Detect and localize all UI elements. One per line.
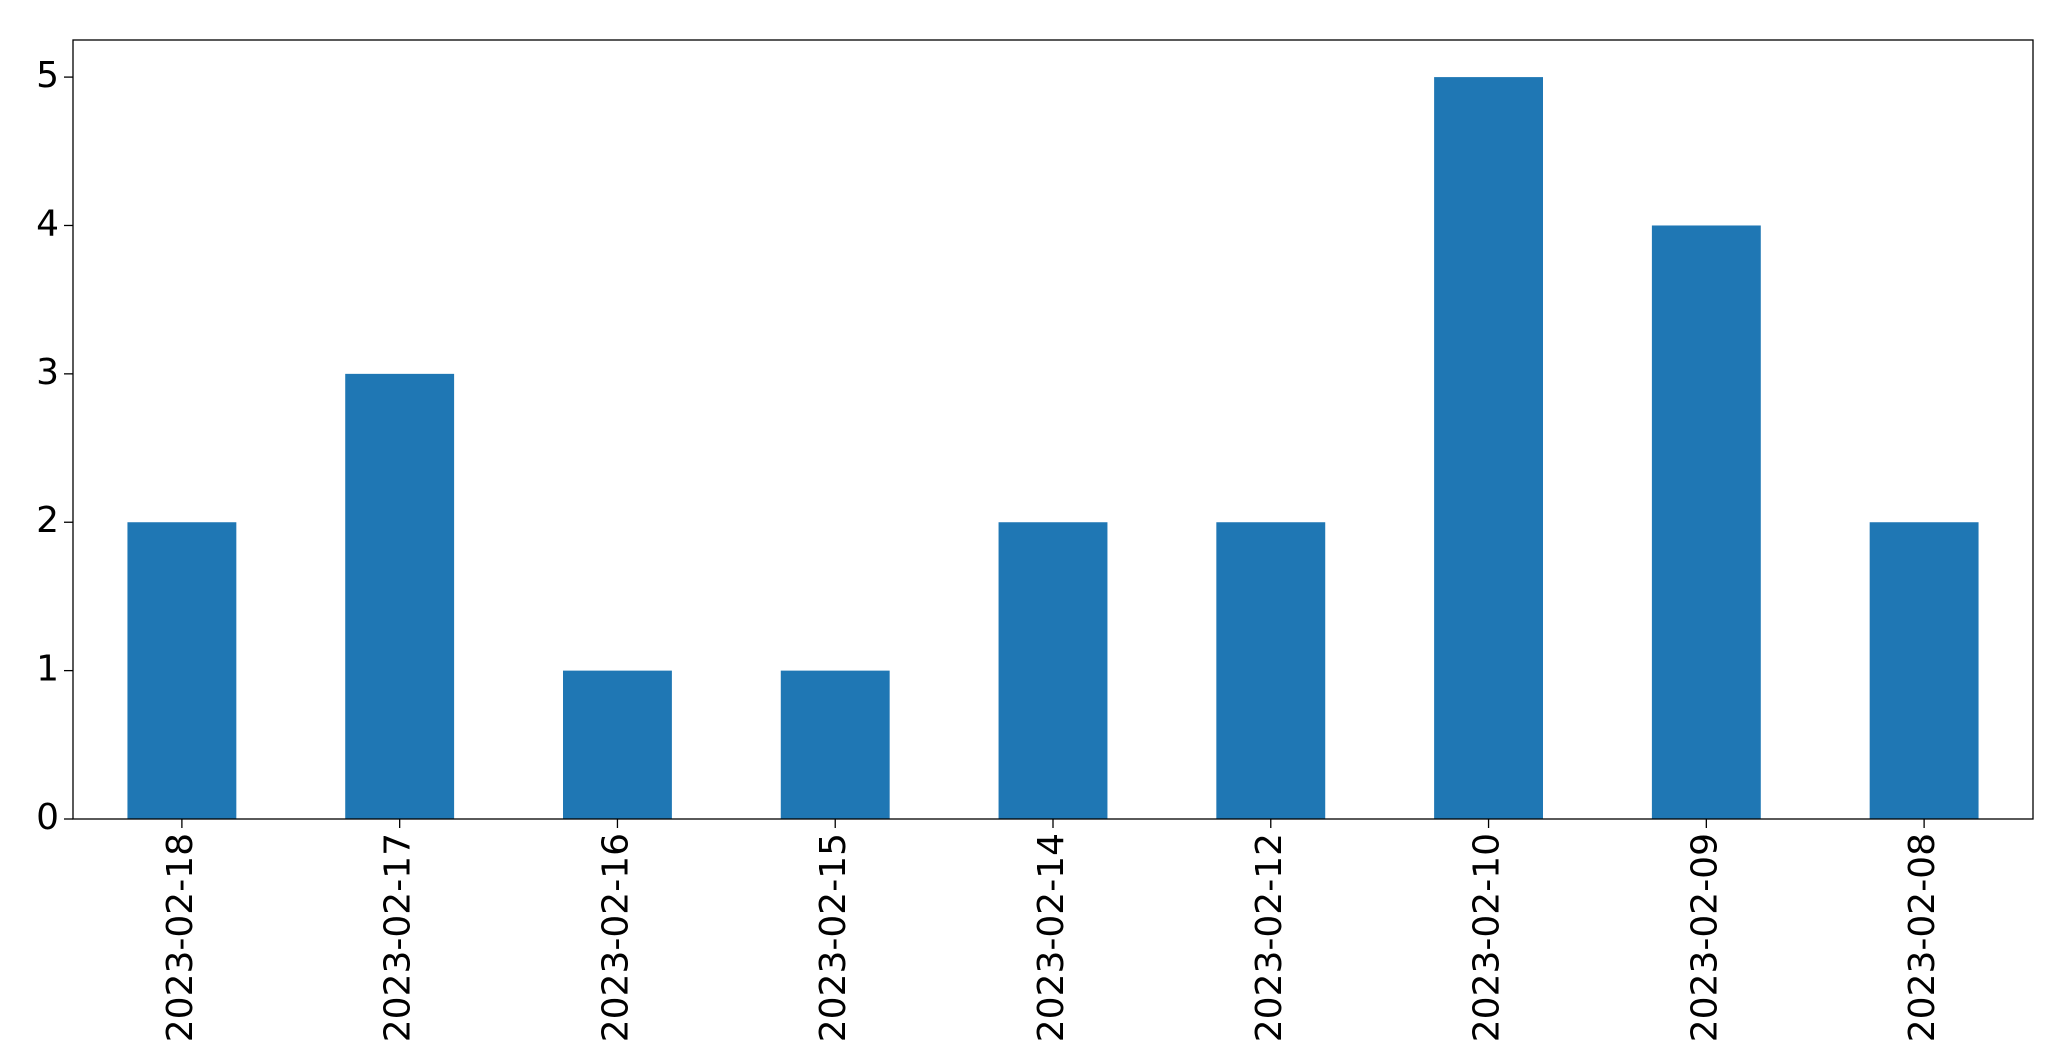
bar [127,522,237,819]
x-tick-label: 2023-02-14 [1031,833,1072,1042]
y-tick-label: 4 [36,203,59,244]
y-tick-label: 5 [36,55,59,96]
bar [1216,522,1326,819]
y-tick-label: 3 [36,352,59,393]
bar [1434,77,1543,820]
bar [1869,522,1979,819]
y-tick-label: 2 [36,500,59,541]
x-tick-label: 2023-02-18 [160,833,201,1042]
bar [998,522,1108,819]
y-tick-label: 0 [36,797,59,838]
x-tick-label: 2023-02-08 [1902,833,1943,1042]
x-tick-label: 2023-02-10 [1467,833,1508,1042]
bar [780,670,890,819]
bar [345,373,455,819]
y-tick-label: 1 [36,649,59,690]
x-tick-label: 2023-02-16 [595,833,636,1042]
bar [1651,225,1761,819]
x-tick-label: 2023-02-12 [1249,833,1290,1042]
bar [563,670,672,819]
x-tick-label: 2023-02-17 [378,833,419,1042]
x-tick-label: 2023-02-15 [813,833,854,1042]
plot-frame [72,39,2034,820]
x-tick-label: 2023-02-09 [1684,833,1725,1042]
